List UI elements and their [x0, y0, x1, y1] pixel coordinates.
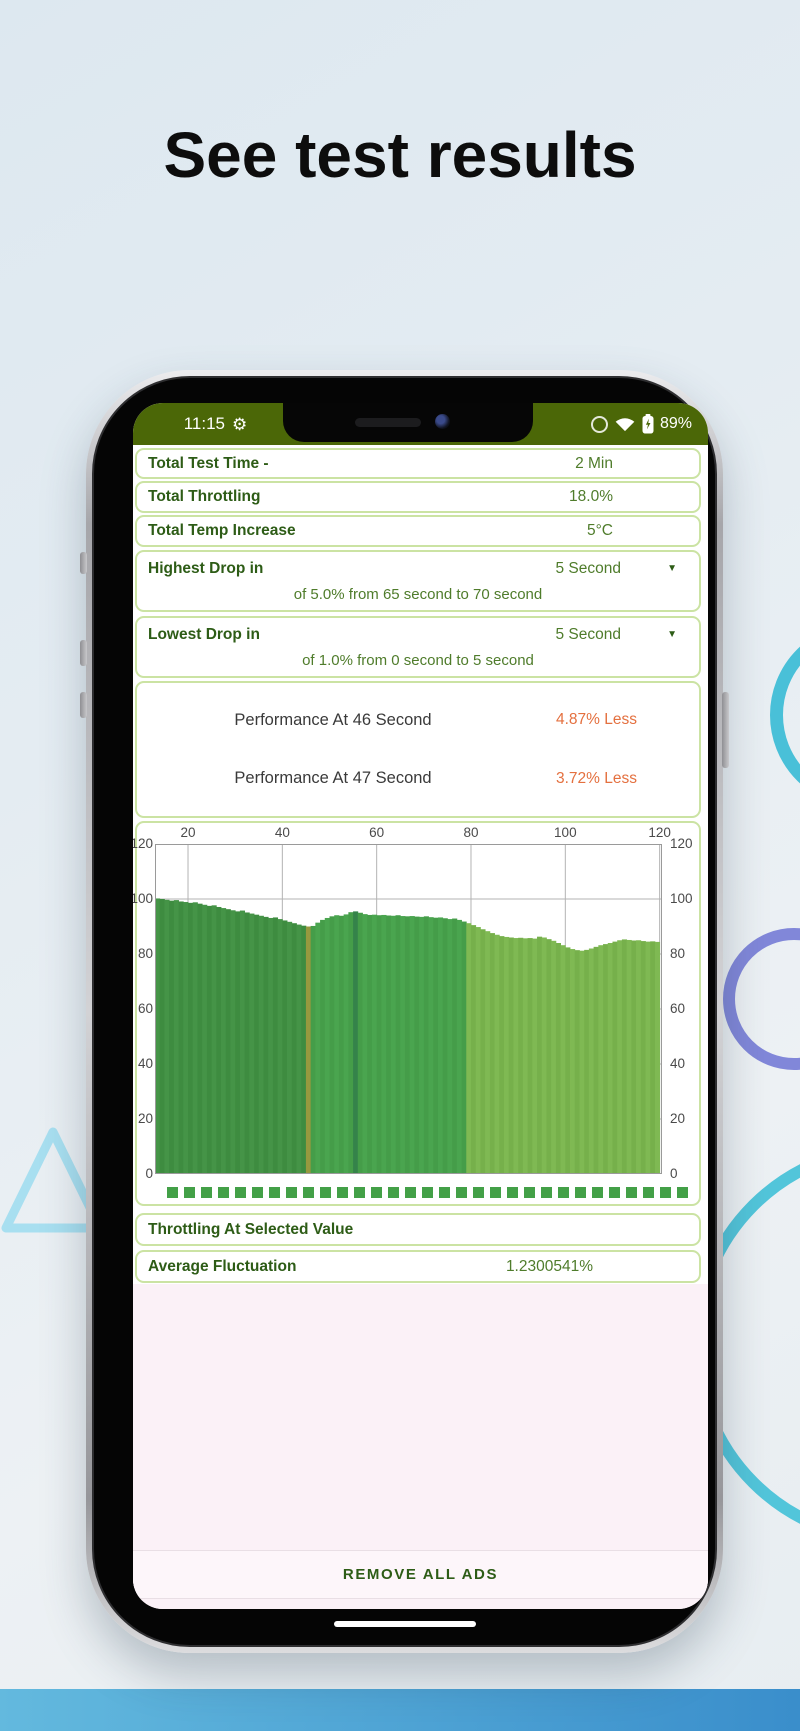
phone-notch	[283, 403, 533, 442]
row-average-fluctuation: Average Fluctuation 1.2300541%	[135, 1250, 701, 1283]
bottom-blue-band	[0, 1689, 800, 1731]
teal-arc-top-decoration	[770, 622, 800, 808]
row-total-throttling: Total Throttling 18.0%	[135, 481, 701, 513]
volume-down-button	[80, 692, 87, 718]
gear-icon: ⚙	[232, 414, 248, 434]
chevron-down-icon: ▼	[667, 629, 677, 640]
home-indicator[interactable]	[333, 1621, 476, 1627]
wifi-icon	[615, 418, 635, 432]
ad-zone: REMOVE ALL ADS	[133, 1284, 708, 1609]
power-button	[722, 692, 729, 768]
performance-delta: 4.87% Less	[556, 711, 637, 729]
status-bar: 11:15 ⚙ 89%	[133, 403, 708, 445]
selected-interval: 5 Second	[555, 625, 622, 643]
phone-mockup: 11:15 ⚙ 89%	[80, 370, 729, 1653]
purple-ring-decoration	[723, 928, 800, 1070]
volume-up-button	[80, 640, 87, 666]
chart-dashed-baseline	[167, 1187, 691, 1198]
row-label: Total Temp Increase	[148, 522, 296, 539]
battery-charging-icon	[642, 414, 654, 434]
front-camera	[435, 414, 450, 429]
triangle-decoration	[1, 1127, 105, 1233]
row-lowest-drop: Lowest Drop in 5 Second ▼ of 1.0% from 0…	[135, 616, 701, 678]
row-highest-drop: Highest Drop in 5 Second ▼ of 5.0% from …	[135, 550, 701, 612]
row-label: Total Throttling	[148, 488, 261, 505]
drop-detail: of 5.0% from 65 second to 70 second	[293, 586, 543, 603]
performance-row: Performance At 47 Second 3.72% Less	[234, 769, 637, 788]
row-throttling-selected: Throttling At Selected Value	[135, 1213, 701, 1246]
chart-plot[interactable]	[155, 844, 662, 1174]
row-value: 1.2300541%	[505, 1257, 593, 1275]
performance-card: Performance At 46 Second 4.87% Less Perf…	[135, 681, 701, 818]
app-screen: 11:15 ⚙ 89%	[133, 403, 708, 1609]
search-icon	[590, 415, 608, 433]
chevron-down-icon: ▼	[667, 563, 677, 574]
row-total-temp-increase: Total Temp Increase 5°C	[135, 515, 701, 547]
row-value: 2 Min	[575, 454, 613, 472]
speaker-slot	[355, 418, 421, 427]
chart-inner: 20 40 60 80 100 120 0 20 40 60 80 100 120 0 20 40 60 80…	[133, 823, 699, 1204]
throttling-chart-card: 20 40 60 80 100 120 0 20 40 60 80 100 120 0 20 40 60 80…	[133, 821, 701, 1206]
performance-row: Performance At 46 Second 4.87% Less	[234, 710, 637, 729]
row-value: 5°C	[586, 522, 613, 539]
drop-detail: of 1.0% from 0 second to 5 second	[302, 652, 534, 669]
battery-percent: 89%	[659, 415, 692, 432]
mute-switch	[80, 552, 87, 574]
row-total-test-time: Total Test Time - 2 Min	[135, 448, 701, 479]
highest-drop-select[interactable]: Highest Drop in 5 Second ▼	[148, 559, 677, 577]
phone-body: 11:15 ⚙ 89%	[92, 376, 717, 1647]
performance-delta: 3.72% Less	[556, 769, 637, 787]
selected-interval: 5 Second	[555, 559, 622, 577]
remove-ads-button[interactable]: REMOVE ALL ADS	[133, 1550, 708, 1599]
lowest-drop-select[interactable]: Lowest Drop in 5 Second ▼	[148, 625, 677, 643]
row-label: Total Test Time -	[148, 454, 269, 472]
status-time: 11:15	[183, 414, 226, 433]
row-value: 18.0%	[569, 488, 613, 505]
page-title: See test results	[163, 119, 637, 191]
